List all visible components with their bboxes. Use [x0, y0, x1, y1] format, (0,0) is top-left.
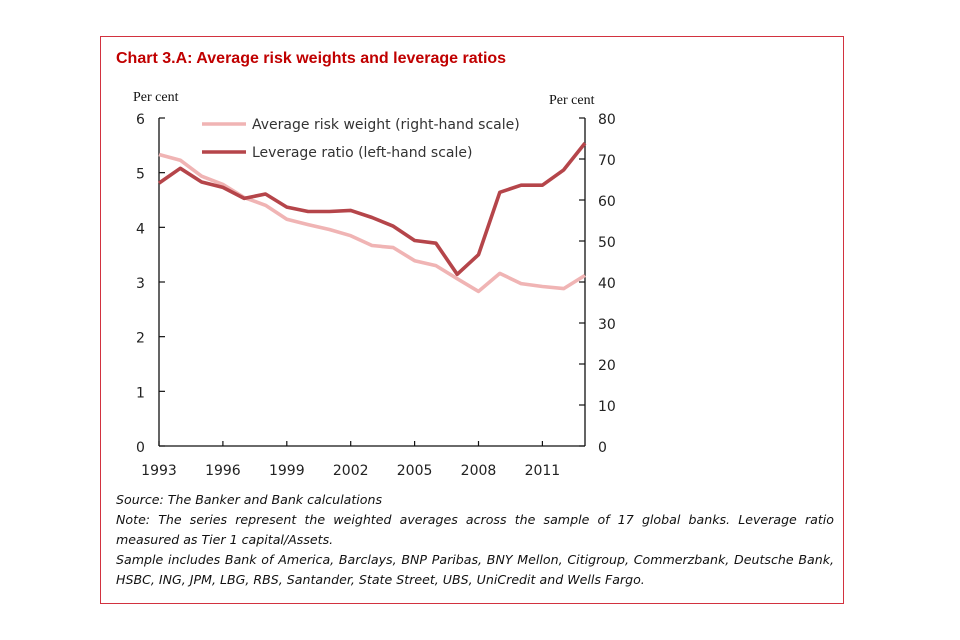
legend-label: Average risk weight (right-hand scale) — [252, 117, 520, 133]
right-tick-label: 20 — [598, 358, 616, 374]
right-axis-unit-label: Per cent — [549, 93, 595, 108]
x-tick-label: 2002 — [333, 463, 369, 479]
left-tick-label: 0 — [136, 440, 145, 456]
legend: Average risk weight (right-hand scale) Le… — [202, 117, 520, 161]
right-tick-label: 60 — [598, 194, 616, 210]
right-tick-label: 0 — [598, 440, 607, 456]
chart-title: Chart 3.A: Average risk weights and leve… — [116, 50, 507, 67]
right-tick-label: 10 — [598, 399, 616, 415]
series-note: Note: The series represent the weighted … — [116, 512, 834, 547]
x-tick-label: 2005 — [397, 463, 433, 479]
left-axis-unit-label: Per cent — [133, 90, 179, 105]
right-tick-label: 80 — [598, 112, 616, 128]
chart-notes: Source: The Banker and Bank calculations… — [116, 490, 834, 590]
source-note: Source: The Banker and Bank calculations — [116, 492, 383, 507]
series-line-average-risk-weight — [158, 152, 586, 294]
chart-frame — [100, 36, 844, 604]
left-ticks: 0 1 2 3 4 5 6 — [136, 112, 165, 456]
left-tick-label: 6 — [136, 112, 145, 128]
left-tick-label: 2 — [136, 331, 145, 347]
right-tick-label: 40 — [598, 276, 616, 292]
left-tick-label: 4 — [136, 221, 145, 237]
series-line-leverage-ratio — [157, 141, 587, 277]
x-tick-label: 1996 — [205, 463, 241, 479]
right-tick-label: 50 — [598, 235, 616, 251]
right-tick-label: 70 — [598, 153, 616, 169]
legend-label: Leverage ratio (left-hand scale) — [252, 145, 472, 161]
right-tick-label: 30 — [598, 317, 616, 333]
right-ticks: 0 10 20 30 40 50 60 70 80 — [579, 112, 616, 456]
x-tick-label: 2008 — [461, 463, 497, 479]
series-group — [157, 141, 587, 294]
sample-note: Sample includes Bank of America, Barclay… — [116, 552, 834, 587]
x-tick-label: 2011 — [525, 463, 561, 479]
left-tick-label: 3 — [136, 276, 145, 292]
left-tick-label: 1 — [136, 385, 145, 401]
x-ticks: 1993 1996 1999 2002 2005 2008 2011 — [141, 441, 560, 479]
left-tick-label: 5 — [136, 167, 145, 183]
x-tick-label: 1993 — [141, 463, 177, 479]
x-tick-label: 1999 — [269, 463, 305, 479]
